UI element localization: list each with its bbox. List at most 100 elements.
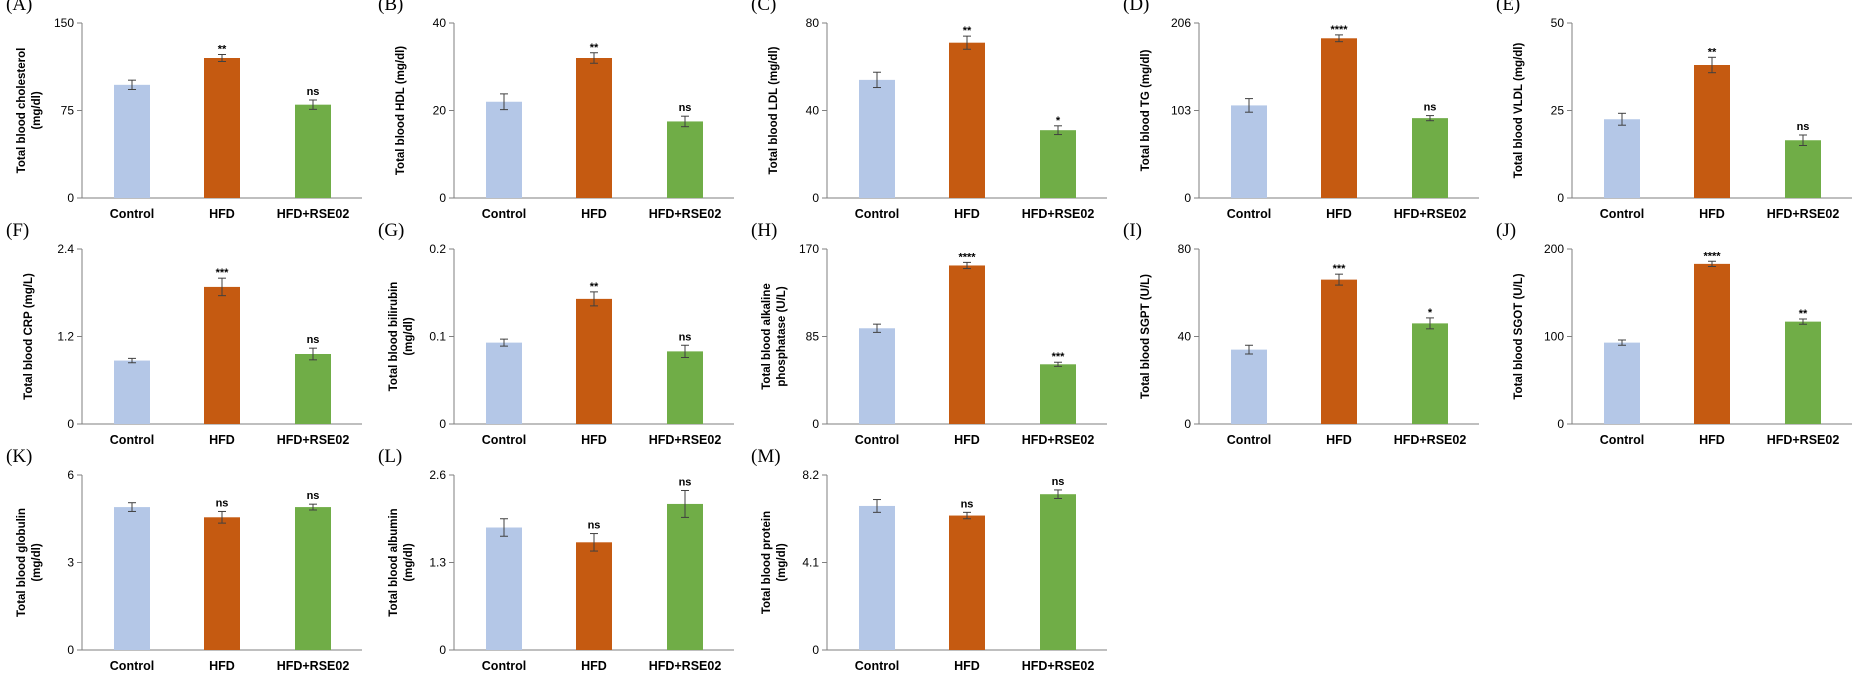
y-axis-label: Total blood LDL (mg/dl) xyxy=(768,46,780,174)
bar xyxy=(859,328,895,424)
y-tick-label: 85 xyxy=(806,330,820,344)
y-tick-label: 0.2 xyxy=(429,242,446,256)
chart-svg: 0 20 40 Total blood HDL (mg/dl) Control ** HFD… xyxy=(395,16,734,221)
significance-label: * xyxy=(1056,115,1061,127)
x-tick-label: Control xyxy=(110,207,154,221)
x-tick-label: HFD+RSE02 xyxy=(277,433,350,447)
x-tick-label: HFD+RSE02 xyxy=(649,207,722,221)
x-tick-label: HFD xyxy=(209,659,235,673)
bar xyxy=(1412,118,1448,198)
y-tick-label: 0 xyxy=(67,417,74,431)
bar xyxy=(1321,279,1357,424)
bar xyxy=(576,58,612,198)
chart-svg: 0 1.2 2.4 Total blood CRP (mg/L) Control *** H… xyxy=(23,242,362,447)
significance-label: ns xyxy=(679,476,692,488)
significance-label: ns xyxy=(1797,121,1810,133)
y-tick-label: 0 xyxy=(439,643,446,657)
chart-panel: (B) 0 20 40 Total blood HDL (mg/dl) Control **… xyxy=(372,0,742,225)
chart-svg: 0 0.1 0.2 Total blood bilirubin (mg/dl) Contr… xyxy=(388,242,734,447)
y-axis-label: Total blood VLDL (mg/dl) xyxy=(1513,43,1525,179)
chart-svg: 0 85 170 Total blood alkaline phosphatase (U… xyxy=(761,242,1107,447)
panel-letter: (D) xyxy=(1123,0,1150,15)
chart-panel: (F) 0 1.2 2.4 Total blood CRP (mg/L) Control *… xyxy=(0,220,370,451)
chart-svg: 0 4.1 8.2 Total blood protein (mg/dl) Control… xyxy=(761,468,1107,673)
x-tick-label: Control xyxy=(855,433,899,447)
bar xyxy=(1040,130,1076,198)
chart-panel: (I) 0 40 80 Total blood SGPT (U/L) Control ***… xyxy=(1117,220,1487,451)
y-tick-label: 8.2 xyxy=(802,468,819,482)
chart-panel: (K) 0 3 6 Total blood globulin (mg/dl) Control… xyxy=(0,446,370,677)
y-tick-label: 103 xyxy=(1171,104,1191,118)
bar xyxy=(949,515,985,650)
significance-label: ** xyxy=(218,44,227,56)
significance-label: *** xyxy=(216,267,230,279)
x-tick-label: Control xyxy=(855,207,899,221)
y-tick-label: 0 xyxy=(1557,417,1564,431)
chart-panel: (D) 0 103 206 Total blood TG (mg/dl) Control *… xyxy=(1117,0,1487,225)
y-axis-label: Total blood TG (mg/dl) xyxy=(1140,49,1152,171)
chart-panel: (G) 0 0.1 0.2 Total blood bilirubin (mg/dl) Co… xyxy=(372,220,742,451)
bar xyxy=(949,265,985,424)
bar xyxy=(204,517,240,650)
x-tick-label: HFD+RSE02 xyxy=(649,433,722,447)
chart-svg: 0 40 80 Total blood LDL (mg/dl) Control ** HFD… xyxy=(768,16,1107,221)
panel-letter: (F) xyxy=(6,220,30,241)
y-tick-label: 170 xyxy=(799,242,819,256)
y-axis-label: (mg/dl) xyxy=(31,91,43,129)
x-tick-label: HFD xyxy=(581,207,607,221)
panel-letter: (M) xyxy=(751,446,781,467)
y-tick-label: 80 xyxy=(806,16,820,30)
y-tick-label: 1.2 xyxy=(57,330,74,344)
y-tick-label: 80 xyxy=(1178,242,1192,256)
y-tick-label: 40 xyxy=(806,104,820,118)
significance-label: ns xyxy=(1052,476,1065,488)
chart-panel: (C) 0 40 80 Total blood LDL (mg/dl) Control **… xyxy=(745,0,1115,225)
y-tick-label: 0 xyxy=(1184,417,1191,431)
significance-label: ns xyxy=(588,520,601,532)
bar xyxy=(295,104,331,198)
bar xyxy=(667,121,703,198)
x-tick-label: HFD+RSE02 xyxy=(1022,659,1095,673)
bar xyxy=(1231,105,1267,198)
y-tick-label: 0 xyxy=(439,191,446,205)
x-tick-label: Control xyxy=(482,659,526,673)
y-tick-label: 50 xyxy=(1551,16,1565,30)
x-tick-label: HFD+RSE02 xyxy=(1022,207,1095,221)
x-tick-label: Control xyxy=(482,433,526,447)
significance-label: ns xyxy=(1424,102,1437,114)
y-tick-label: 1.3 xyxy=(429,556,446,570)
x-tick-label: Control xyxy=(855,659,899,673)
chart-panel: (J) 0 100 200 Total blood SGOT (U/L) Control *… xyxy=(1490,220,1860,451)
chart-svg: 0 75 150 Total blood cholesterol (mg/dl) Cont… xyxy=(16,16,362,221)
chart-svg: 0 25 50 Total blood VLDL (mg/dl) Control ** HF… xyxy=(1513,16,1852,221)
x-tick-label: Control xyxy=(1600,433,1644,447)
bar xyxy=(1604,119,1640,198)
bar xyxy=(1604,342,1640,424)
bar xyxy=(576,542,612,650)
x-tick-label: Control xyxy=(482,207,526,221)
panel-letter: (C) xyxy=(751,0,777,15)
panel-letter: (I) xyxy=(1123,220,1142,241)
y-axis-label: Total blood SGOT (U/L) xyxy=(1513,273,1525,399)
significance-label: ns xyxy=(307,334,320,346)
y-tick-label: 25 xyxy=(1551,104,1565,118)
x-tick-label: HFD xyxy=(209,207,235,221)
y-tick-label: 0 xyxy=(1184,191,1191,205)
y-tick-label: 200 xyxy=(1544,242,1564,256)
panel-letter: (H) xyxy=(751,220,778,241)
y-tick-label: 4.1 xyxy=(802,556,819,570)
y-axis-label: Total blood protein xyxy=(761,511,773,614)
bar xyxy=(859,505,895,650)
x-tick-label: HFD+RSE02 xyxy=(1767,207,1840,221)
bar xyxy=(1040,364,1076,424)
bar xyxy=(1321,38,1357,199)
y-axis-label: phosphatase (U/L) xyxy=(776,286,788,386)
x-tick-label: HFD xyxy=(1326,207,1352,221)
y-tick-label: 40 xyxy=(1178,330,1192,344)
panel-letter: (A) xyxy=(6,0,33,15)
y-axis-label: Total blood SGPT (U/L) xyxy=(1140,274,1152,399)
significance-label: **** xyxy=(1330,24,1348,36)
x-tick-label: HFD+RSE02 xyxy=(1022,433,1095,447)
